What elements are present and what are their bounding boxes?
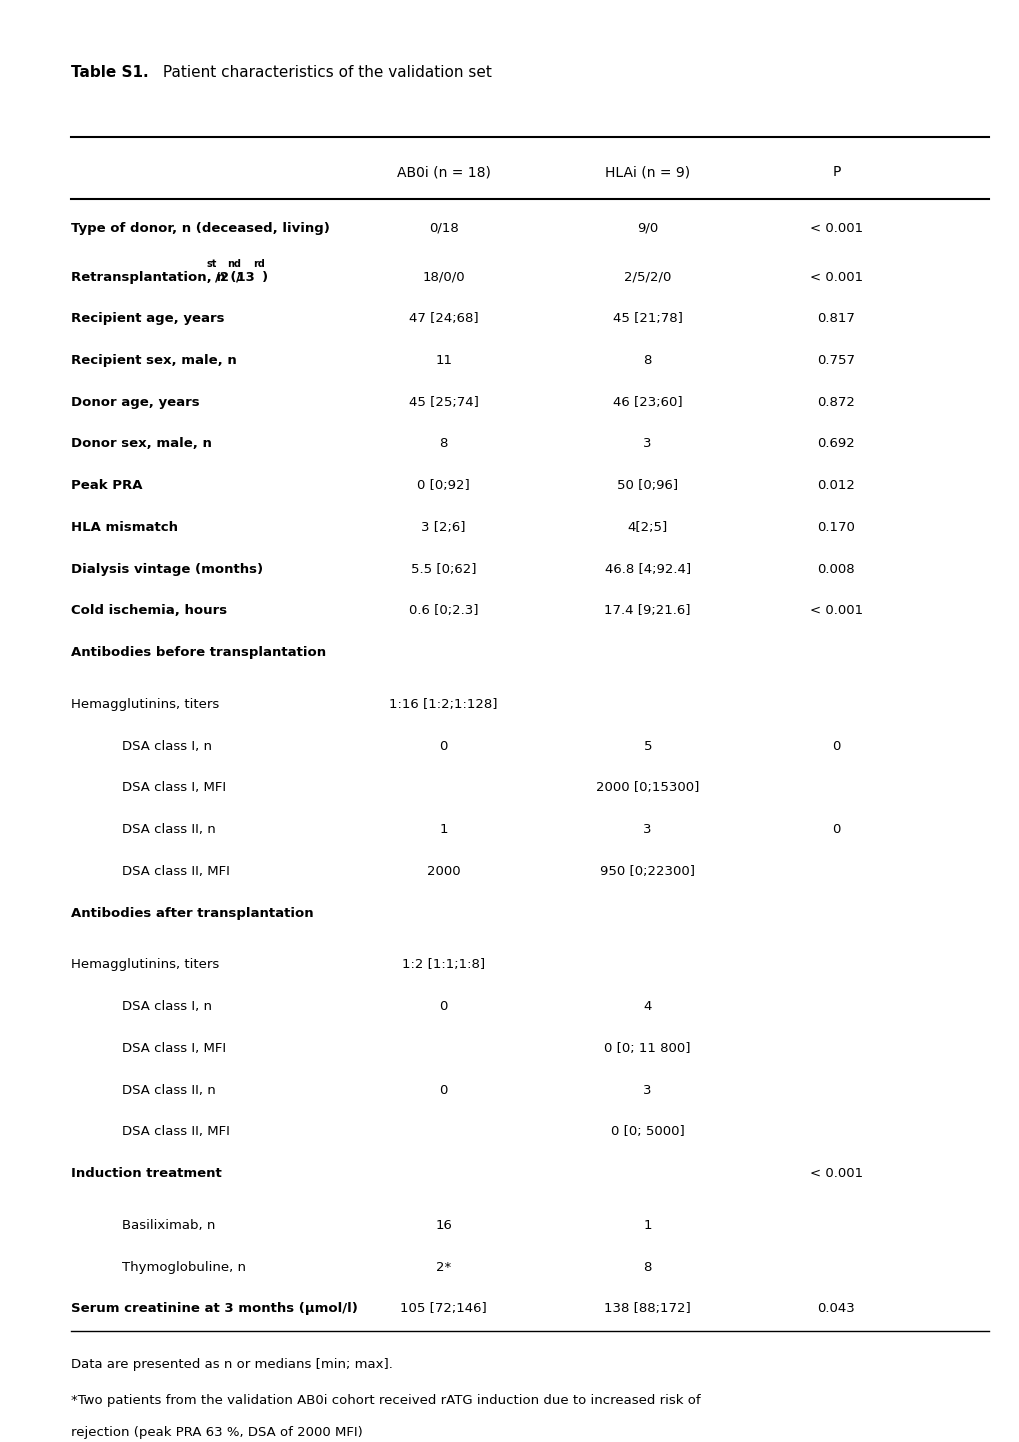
Text: 0: 0 [832,823,840,836]
Text: 3: 3 [643,437,651,450]
Text: 0.692: 0.692 [816,437,855,450]
Text: 18/0/0: 18/0/0 [422,271,465,284]
Text: DSA class II, n: DSA class II, n [122,1083,216,1096]
Text: 8: 8 [643,353,651,368]
Text: 46 [23;60]: 46 [23;60] [612,395,682,408]
Text: 0 [0; 5000]: 0 [0; 5000] [610,1125,684,1138]
Text: 138 [88;172]: 138 [88;172] [603,1302,691,1315]
Text: DSA class I, n: DSA class I, n [122,740,212,753]
Text: 1:2 [1:1;1:8]: 1:2 [1:1;1:8] [401,959,485,972]
Text: Serum creatinine at 3 months (μmol/l): Serum creatinine at 3 months (μmol/l) [71,1302,358,1315]
Text: 0 [0; 11 800]: 0 [0; 11 800] [604,1041,690,1056]
Text: 4: 4 [643,1001,651,1014]
Text: Thymoglobuline, n: Thymoglobuline, n [122,1260,247,1273]
Text: 0: 0 [832,740,840,753]
Text: 8: 8 [439,437,447,450]
Text: 2000 [0;15300]: 2000 [0;15300] [595,782,699,795]
Text: Recipient age, years: Recipient age, years [71,313,224,326]
Text: 0.008: 0.008 [817,562,854,575]
Text: 0/18: 0/18 [428,222,459,235]
Text: 2/5/2/0: 2/5/2/0 [624,271,671,284]
Text: Antibodies before transplantation: Antibodies before transplantation [71,646,326,659]
Text: Recipient sex, male, n: Recipient sex, male, n [71,353,237,368]
Text: Peak PRA: Peak PRA [71,479,143,492]
Text: Table S1.: Table S1. [71,65,149,79]
Text: Retransplantation, n (1: Retransplantation, n (1 [71,271,246,284]
Text: 0: 0 [439,740,447,753]
Text: 3 [2;6]: 3 [2;6] [421,521,466,534]
Text: 5: 5 [643,740,651,753]
Text: Type of donor, n (deceased, living): Type of donor, n (deceased, living) [71,222,330,235]
Text: 16: 16 [435,1218,451,1231]
Text: DSA class I, MFI: DSA class I, MFI [122,1041,226,1056]
Text: < 0.001: < 0.001 [809,222,862,235]
Text: 0.757: 0.757 [816,353,855,368]
Text: 1: 1 [643,1218,651,1231]
Text: 45 [25;74]: 45 [25;74] [409,395,478,408]
Text: Induction treatment: Induction treatment [71,1167,222,1180]
Text: 105 [72;146]: 105 [72;146] [399,1302,487,1315]
Text: Dialysis vintage (months): Dialysis vintage (months) [71,562,263,575]
Text: 0 [0;92]: 0 [0;92] [417,479,470,492]
Text: Cold ischemia, hours: Cold ischemia, hours [71,604,227,617]
Text: 0.872: 0.872 [816,395,855,408]
Text: Antibodies after transplantation: Antibodies after transplantation [71,907,314,920]
Text: DSA class II, MFI: DSA class II, MFI [122,1125,230,1138]
Text: rd: rd [253,260,265,270]
Text: DSA class I, n: DSA class I, n [122,1001,212,1014]
Text: 0.170: 0.170 [816,521,855,534]
Text: Hemagglutinins, titers: Hemagglutinins, titers [71,698,219,711]
Text: DSA class II, n: DSA class II, n [122,823,216,836]
Text: DSA class II, MFI: DSA class II, MFI [122,865,230,878]
Text: Hemagglutinins, titers: Hemagglutinins, titers [71,959,219,972]
Text: AB0i (n = 18): AB0i (n = 18) [396,166,490,179]
Text: st: st [206,260,216,270]
Text: 0.012: 0.012 [816,479,855,492]
Text: nd: nd [226,260,240,270]
Text: 2*: 2* [436,1260,450,1273]
Text: 5.5 [0;62]: 5.5 [0;62] [411,562,476,575]
Text: 0: 0 [439,1083,447,1096]
Text: HLAi (n = 9): HLAi (n = 9) [604,166,690,179]
Text: 47 [24;68]: 47 [24;68] [409,313,478,326]
Text: Donor age, years: Donor age, years [71,395,200,408]
Text: 45 [21;78]: 45 [21;78] [612,313,682,326]
Text: HLA mismatch: HLA mismatch [71,521,178,534]
Text: 50 [0;96]: 50 [0;96] [616,479,678,492]
Text: /2: /2 [215,271,229,284]
Text: 1: 1 [439,823,447,836]
Text: 0.043: 0.043 [816,1302,855,1315]
Text: 11: 11 [435,353,451,368]
Text: DSA class I, MFI: DSA class I, MFI [122,782,226,795]
Text: < 0.001: < 0.001 [809,1167,862,1180]
Text: rejection (peak PRA 63 %, DSA of 2000 MFI): rejection (peak PRA 63 %, DSA of 2000 MF… [71,1426,363,1439]
Text: 0: 0 [439,1001,447,1014]
Text: Data are presented as n or medians [min; max].: Data are presented as n or medians [min;… [71,1358,393,1371]
Text: 2000: 2000 [427,865,460,878]
Text: 4[2;5]: 4[2;5] [627,521,667,534]
Text: 8: 8 [643,1260,651,1273]
Text: 1:16 [1:2;1:128]: 1:16 [1:2;1:128] [389,698,497,711]
Text: 0.817: 0.817 [816,313,855,326]
Text: 9/0: 9/0 [637,222,657,235]
Text: ): ) [262,271,268,284]
Text: 46.8 [4;92.4]: 46.8 [4;92.4] [604,562,690,575]
Text: 3: 3 [643,1083,651,1096]
Text: < 0.001: < 0.001 [809,271,862,284]
Text: Patient characteristics of the validation set: Patient characteristics of the validatio… [158,65,491,79]
Text: 17.4 [9;21.6]: 17.4 [9;21.6] [604,604,690,617]
Text: 0.6 [0;2.3]: 0.6 [0;2.3] [409,604,478,617]
Text: Donor sex, male, n: Donor sex, male, n [71,437,212,450]
Text: Basiliximab, n: Basiliximab, n [122,1218,216,1231]
Text: / 3: / 3 [235,271,254,284]
Text: < 0.001: < 0.001 [809,604,862,617]
Text: *Two patients from the validation AB0i cohort received rATG induction due to inc: *Two patients from the validation AB0i c… [71,1394,700,1407]
Text: 3: 3 [643,823,651,836]
Text: 950 [0;22300]: 950 [0;22300] [599,865,695,878]
Text: P: P [832,166,840,179]
